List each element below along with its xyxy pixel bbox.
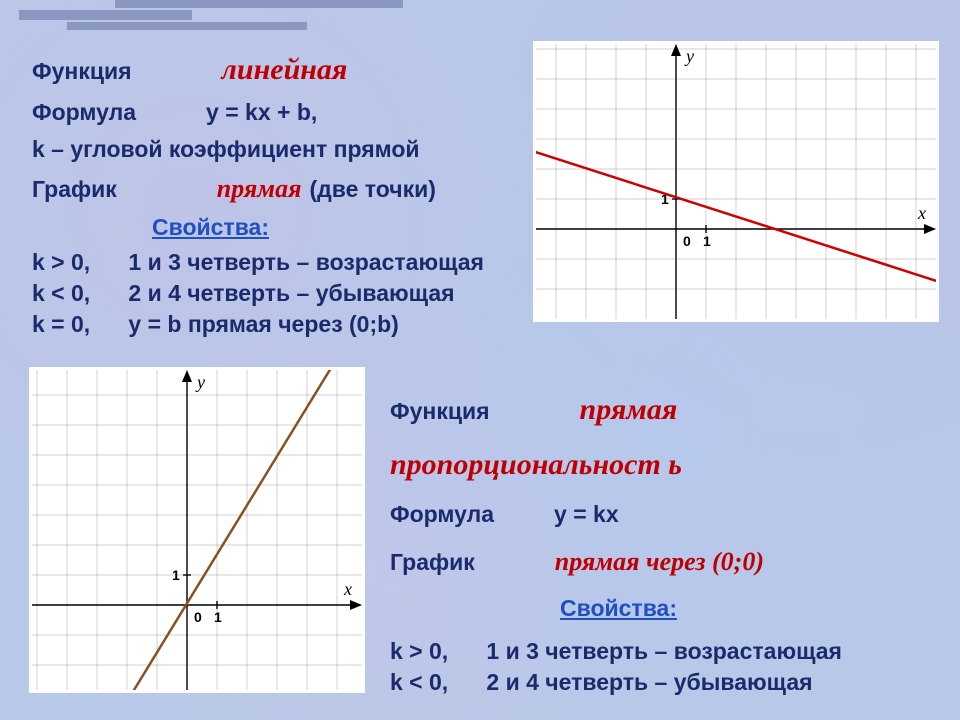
property-row: k < 0, 2 и 4 четверть – убывающая [390,669,936,696]
svg-text:x: x [343,579,352,599]
formula-label: Формула [390,499,494,530]
svg-text:x: x [917,203,926,223]
properties-list: k > 0, 1 и 3 четверть – возрастающая k <… [390,638,936,696]
formula-label: Формула [32,97,136,128]
properties-title-row: Свойства: [390,593,936,624]
bar [19,10,192,20]
svg-text:0: 0 [683,233,691,249]
section-direct-proportion: Функция прямая пропорциональност ь Форму… [390,390,936,700]
bar [67,22,307,30]
svg-text:1: 1 [214,609,222,625]
function-label: Функция [390,396,490,427]
function-row: Функция прямая [390,390,936,431]
graph-value: прямая через (0;0) [555,544,764,579]
graph-linear-decreasing: 011xy [536,44,936,319]
bar [115,0,403,8]
properties-title[interactable]: Свойства: [560,593,677,624]
function-name-cont: пропорциональност ь [390,445,936,486]
graph-value: прямая [217,171,302,206]
property-row: k > 0, 1 и 3 четверть – возрастающая [390,638,936,665]
svg-text:0: 0 [194,609,202,625]
graph-row: График прямая через (0;0) [390,544,936,579]
svg-text:1: 1 [172,567,180,583]
graph-direct-proportion: 011xy [32,370,362,690]
graph-label: График [32,174,117,205]
svg-text:y: y [684,46,694,66]
graph-label: График [390,547,475,578]
properties-title[interactable]: Свойства: [152,212,269,243]
function-label: Функция [32,56,132,87]
decorative-top-bars [0,0,960,32]
formula-value: y = kx + b, [206,97,317,128]
function-name: линейная [222,50,348,91]
svg-text:y: y [195,372,205,392]
formula-row: Формула y = kx [390,499,936,530]
function-name: прямая [580,390,678,431]
svg-text:1: 1 [703,233,711,249]
formula-value: y = kx [554,499,619,530]
graph-extra: (две точки) [310,174,436,205]
